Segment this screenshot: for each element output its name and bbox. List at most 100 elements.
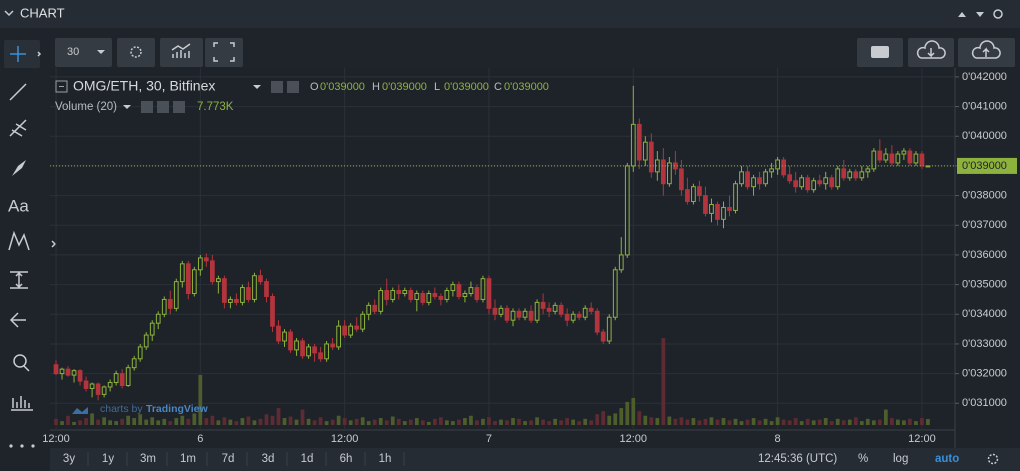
volume-bar (252, 420, 257, 425)
ohlc-value: 0'039000 (382, 81, 427, 93)
volume-bar (499, 419, 503, 425)
log-toggle[interactable]: log (893, 453, 908, 465)
volume-bar (631, 398, 636, 425)
volume-bar (426, 421, 431, 425)
volume-bar (180, 415, 185, 425)
auto-toggle[interactable]: auto (935, 453, 959, 465)
candle-body (330, 343, 335, 348)
candle-body (468, 287, 474, 295)
interval-button[interactable] (55, 38, 112, 67)
volume-bar (847, 419, 852, 425)
volume-bar (655, 418, 660, 425)
y-tick-label: 0'041000 (962, 100, 1007, 112)
more-dot[interactable] (20, 444, 24, 448)
trendline-tool[interactable] (9, 83, 27, 101)
candle-body (570, 313, 576, 321)
submenu-caret (37, 51, 42, 57)
volume-bar (216, 420, 221, 425)
candle-body (883, 153, 889, 161)
candle-body (252, 275, 257, 300)
candle-body (107, 382, 113, 388)
volume-settings[interactable] (157, 101, 169, 113)
candle-body (185, 263, 191, 295)
range-button[interactable]: 3y (63, 453, 75, 465)
brush-tool[interactable] (12, 160, 26, 176)
axis-settings[interactable] (987, 453, 999, 465)
candle-body (450, 284, 456, 292)
range-button[interactable]: 1m (180, 453, 196, 465)
y-tick-label: 0'032000 (962, 368, 1007, 380)
range-button[interactable]: 1y (102, 453, 114, 465)
candle-body (396, 290, 402, 295)
range-button[interactable]: 1h (379, 453, 392, 465)
volume-bar (829, 421, 834, 425)
candle-body (300, 340, 305, 357)
pattern-tool[interactable] (8, 230, 30, 251)
candle-body (372, 304, 378, 312)
volume-bar (198, 374, 203, 425)
symbol-settings[interactable] (287, 81, 299, 93)
candle-body (306, 346, 311, 357)
y-tick-label: 0'038000 (962, 189, 1007, 201)
x-tick-label: 12:00 (42, 433, 70, 445)
volume-bar (204, 418, 209, 425)
fullscreen-button[interactable] (205, 38, 243, 67)
candle-body (546, 307, 552, 312)
range-button[interactable]: 7d (222, 453, 235, 465)
more-dot[interactable] (9, 444, 13, 448)
volume-bar (715, 419, 720, 425)
volume-bar (168, 421, 173, 425)
candle-body (71, 370, 77, 376)
candles-tool[interactable] (11, 396, 33, 411)
symbol-eye[interactable] (271, 81, 283, 93)
measure-tool[interactable] (10, 271, 28, 289)
candle-body (354, 325, 360, 330)
more-dot[interactable] (31, 444, 35, 448)
candle-body (95, 383, 101, 395)
candle-body (288, 331, 293, 351)
zoom-handle (23, 365, 30, 372)
candle-body (294, 340, 299, 351)
volume-bar (902, 420, 906, 425)
range-button[interactable]: 3m (140, 453, 156, 465)
volume-eye[interactable] (141, 101, 153, 113)
bottom-bar (50, 448, 1020, 471)
zoom-tool[interactable] (13, 354, 27, 368)
range-button[interactable]: 1d (301, 453, 314, 465)
candle-body (438, 295, 444, 300)
range-button[interactable]: 6h (340, 453, 353, 465)
candle-body (65, 368, 71, 376)
down-icon[interactable] (976, 12, 984, 17)
volume-bar (517, 418, 521, 425)
back-tool[interactable] (9, 312, 26, 328)
volume-bar (210, 415, 215, 425)
collapse-legend[interactable] (55, 80, 68, 93)
candle-body (787, 174, 792, 182)
candle-body (721, 206, 726, 220)
panel-toggle[interactable] (51, 240, 57, 248)
fib-tool[interactable] (9, 119, 27, 137)
candle-body (829, 177, 835, 188)
range-button[interactable]: 3d (262, 453, 275, 465)
text-tool[interactable]: Aa (8, 196, 29, 215)
candle-body (703, 195, 708, 214)
volume-bar (673, 418, 678, 425)
interval-label: 30 (67, 46, 79, 58)
candle-body (137, 346, 143, 360)
volume-bar (330, 419, 335, 425)
percent-toggle[interactable]: % (858, 453, 868, 465)
volume-bar (667, 416, 672, 425)
volume-bar (102, 417, 106, 425)
volume-bar (751, 418, 756, 425)
up-icon[interactable] (958, 12, 966, 17)
settings-button[interactable] (117, 38, 155, 67)
collapse-icon[interactable] (4, 10, 14, 17)
candle-body (835, 168, 841, 188)
volume-remove[interactable] (173, 101, 185, 113)
refresh-icon[interactable] (993, 9, 1003, 19)
candle-body (667, 162, 672, 185)
candle-body (739, 171, 744, 185)
candle-body (618, 254, 624, 271)
indicators-icon (171, 43, 191, 58)
